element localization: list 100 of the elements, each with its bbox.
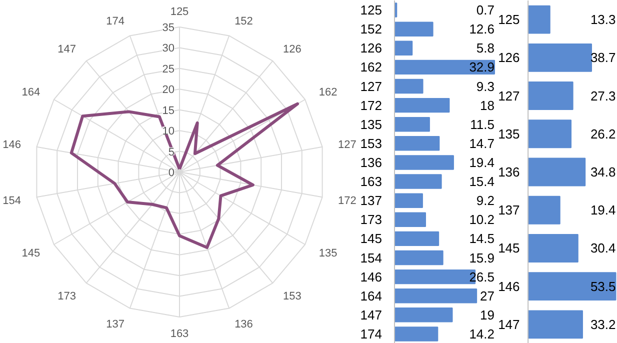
data-label: 0.7: [476, 2, 495, 18]
y-tick-label: 135: [360, 116, 382, 132]
bar: [394, 136, 440, 151]
spoke-label: 126: [282, 44, 302, 56]
bar: [394, 193, 423, 208]
bar: [394, 288, 478, 304]
data-label: 14.2: [469, 326, 495, 342]
y-tick-label: 172: [360, 98, 382, 113]
y-tick-label: 147: [360, 307, 382, 322]
bar: [528, 272, 616, 301]
y-tick-label: 15: [162, 104, 175, 117]
spoke-label: 172: [338, 194, 356, 207]
spoke-label: 147: [58, 44, 76, 56]
spoke-label: 127: [338, 139, 356, 152]
y-tick-label: 153: [360, 136, 382, 151]
y-tick-label: 126: [498, 50, 520, 66]
spoke-label: 152: [234, 16, 253, 28]
bar: [394, 40, 413, 56]
bar: [394, 308, 453, 322]
data-label: 34.8: [590, 164, 616, 180]
y-tick-label: 146: [498, 278, 520, 294]
y-tick-label: 164: [360, 288, 382, 304]
spoke-label: 153: [282, 290, 302, 302]
data-label: 30.4: [590, 240, 616, 256]
data-label: 33.2: [590, 316, 616, 332]
data-label: 14.5: [469, 231, 495, 246]
spoke-label: 162: [318, 86, 338, 98]
bar: [394, 78, 424, 94]
bar: [528, 5, 550, 34]
bar: [528, 310, 583, 339]
y-tick-label: 147: [498, 316, 520, 332]
bar: [394, 22, 434, 36]
y-tick-label: 136: [498, 164, 520, 180]
y-tick-label: 126: [360, 40, 382, 56]
y-tick-label: 25: [162, 63, 175, 76]
data-label: 26.2: [590, 126, 616, 142]
data-label: 27.3: [590, 88, 616, 104]
y-tick-label: 145: [498, 240, 520, 256]
y-tick-label: 20: [162, 84, 175, 96]
data-label: 12.6: [469, 22, 495, 37]
spoke-label: 137: [106, 318, 124, 330]
spoke-label: 174: [106, 16, 124, 28]
data-label: 9.3: [476, 78, 495, 94]
data-label: 53.5: [590, 278, 616, 294]
bar: [528, 43, 592, 72]
y-tick-label: 127: [360, 78, 382, 94]
y-tick-label: 135: [498, 126, 520, 142]
bar: [394, 250, 444, 266]
y-tick-label: 35: [162, 22, 175, 34]
y-tick-label: 152: [360, 22, 382, 37]
data-label: 11.5: [470, 116, 495, 132]
data-label: 14.7: [469, 136, 495, 151]
spoke-label: 164: [22, 86, 40, 98]
y-tick-label: 137: [360, 193, 382, 208]
data-label: 18: [480, 98, 495, 113]
y-tick-label: 146: [360, 269, 382, 284]
data-label: 32.9: [469, 60, 495, 75]
y-tick-label: 163: [360, 174, 382, 190]
y-tick-label: 125: [360, 2, 382, 18]
data-label: 10.2: [469, 212, 495, 228]
y-tick-label: 125: [498, 12, 520, 28]
bar: [394, 326, 438, 342]
bar: [394, 212, 426, 227]
spoke-label: 145: [22, 248, 40, 260]
y-tick-label: 174: [360, 326, 382, 342]
y-tick-label: 5: [168, 146, 175, 158]
y-tick-label: 162: [360, 60, 382, 75]
spoke-label: 136: [234, 318, 253, 330]
spoke-label: 173: [58, 290, 76, 302]
bar: [528, 234, 578, 262]
y-tick-label: 30: [162, 42, 175, 55]
data-label: 9.2: [476, 193, 495, 208]
y-tick-label: 0: [168, 167, 175, 179]
y-tick-label: 173: [360, 212, 382, 228]
data-label: 5.8: [476, 40, 495, 56]
y-tick-label: 127: [498, 88, 520, 104]
bar: [528, 120, 572, 148]
data-label: 19.4: [590, 202, 616, 218]
data-label: 13.3: [590, 12, 616, 28]
y-tick-label: 145: [360, 231, 382, 246]
data-label: 15.4: [469, 174, 495, 190]
bar: [528, 196, 560, 224]
y-tick-label: 10: [162, 126, 175, 138]
bar: [394, 60, 495, 75]
data-label: 27: [480, 288, 495, 304]
bar: [394, 155, 454, 170]
data-label: 19: [480, 307, 495, 322]
y-tick-label: 136: [360, 154, 382, 170]
spoke-label: 154: [2, 194, 21, 207]
y-tick-label: 137: [498, 202, 520, 218]
spoke-label: 146: [2, 139, 21, 152]
data-label: 15.9: [469, 250, 495, 266]
bar: [394, 117, 430, 132]
bar: [394, 231, 440, 246]
bar: [394, 98, 450, 113]
spoke-label: 135: [318, 248, 338, 260]
bar: [394, 174, 442, 189]
data-label: 19.4: [469, 154, 495, 170]
y-tick-label: 154: [360, 250, 382, 266]
bar: [528, 158, 586, 186]
